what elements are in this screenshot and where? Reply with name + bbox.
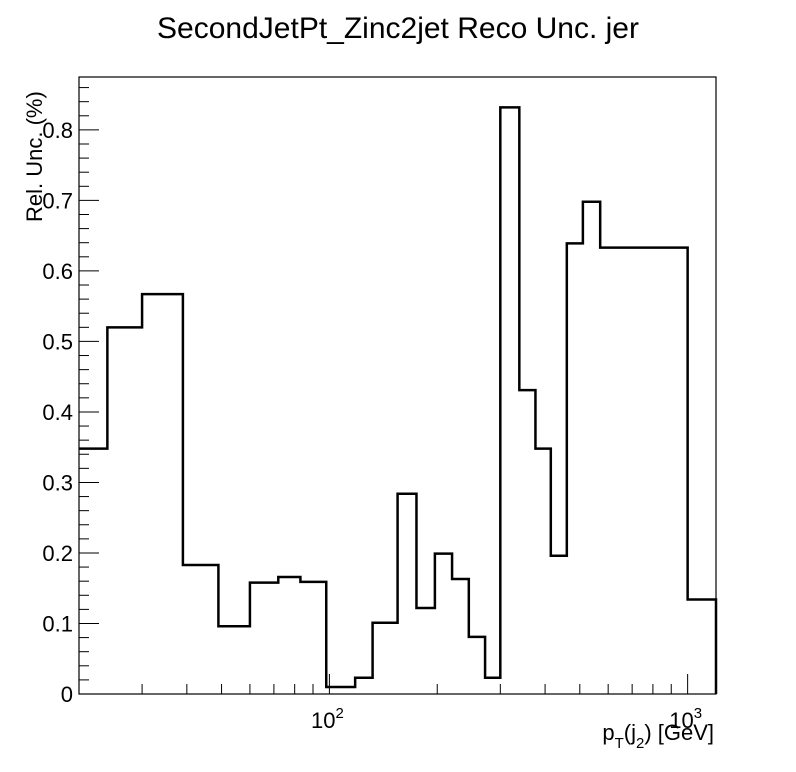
y-tick-label: 0.2: [42, 541, 73, 566]
y-tick-label: 0: [61, 682, 73, 707]
y-tick-label: 0.6: [42, 259, 73, 284]
x-tick-label: 102: [311, 705, 344, 733]
y-tick-label: 0.7: [42, 188, 73, 213]
y-tick-labels: 0 0.1 0.2 0.3 0.4 0.5 0.6 0.7 0.8: [42, 118, 73, 707]
y-tick-label: 0.3: [42, 470, 73, 495]
x-tick-label: 103: [669, 705, 702, 733]
chart-title: SecondJetPt_Zinc2jet Reco Unc. jer: [157, 12, 639, 45]
plot-frame: [78, 76, 717, 695]
axis-ticks: [78, 87, 689, 695]
y-tick-label: 0.8: [42, 118, 73, 143]
x-axis-label: pT(j2) [GeV]: [602, 720, 714, 752]
x-tick-labels: 102 103: [311, 705, 702, 733]
y-axis-label: Rel. Unc. (%): [22, 91, 47, 222]
y-tick-label: 0.5: [42, 329, 73, 354]
histogram-step-line: [79, 106, 718, 694]
y-tick-label: 0.1: [42, 611, 73, 636]
y-tick-label: 0.4: [42, 400, 73, 425]
